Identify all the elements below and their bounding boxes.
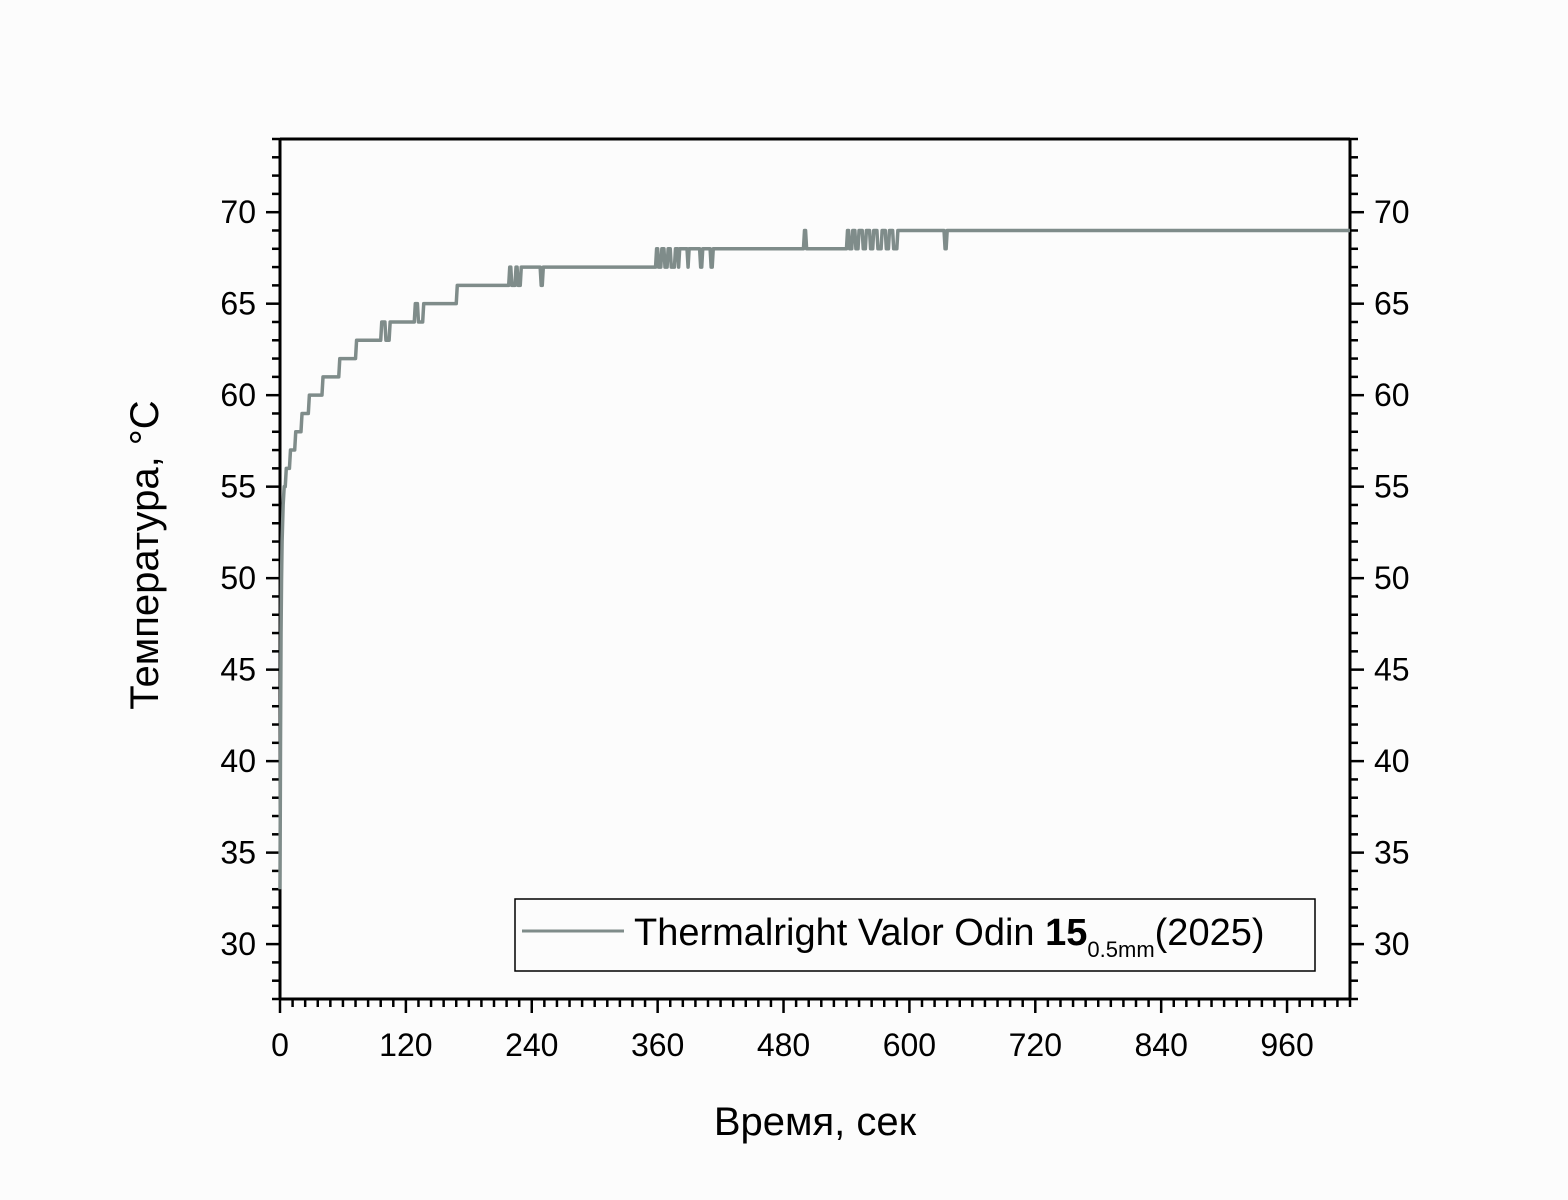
x-tick-label: 480 <box>757 1027 810 1063</box>
y-right-tick-label: 55 <box>1374 469 1410 505</box>
legend: Thermalright Valor Odin 150.5mm(2025) <box>514 898 1316 972</box>
y-axis-title: Температура, °C <box>123 400 167 709</box>
y-right-tick-label: 65 <box>1374 286 1410 322</box>
plot-frame <box>278 137 1352 1001</box>
x-tick-label: 0 <box>271 1027 289 1063</box>
x-tick-label: 840 <box>1134 1027 1187 1063</box>
y-left-tick-label: 40 <box>220 743 256 779</box>
x-axis-title: Время, сек <box>714 1100 917 1144</box>
axis-ticks <box>266 137 1364 1013</box>
y-left-tick-label: 55 <box>220 469 256 505</box>
legend-box <box>514 898 1316 972</box>
x-tick-label: 960 <box>1260 1027 1313 1063</box>
y-left-tick-label: 45 <box>220 652 256 688</box>
x-tick-label: 600 <box>883 1027 936 1063</box>
y-right-tick-label: 45 <box>1374 652 1410 688</box>
legend-label: Thermalright Valor Odin 150.5mm(2025) <box>634 912 1265 962</box>
y-right-tick-label: 30 <box>1374 926 1410 962</box>
legend-label-suffix: (2025) <box>1155 912 1265 954</box>
y-left-tick-label: 70 <box>220 194 256 230</box>
x-tick-label: 360 <box>631 1027 684 1063</box>
y-left-tick-label: 30 <box>220 926 256 962</box>
y-left-tick-label: 35 <box>220 835 256 871</box>
y-left-tick-label: 60 <box>220 377 256 413</box>
x-tick-label: 120 <box>379 1027 432 1063</box>
x-tick-label: 720 <box>1009 1027 1062 1063</box>
legend-label-subscript: 0.5mm <box>1087 937 1154 962</box>
y-left-tick-label: 65 <box>220 286 256 322</box>
legend-label-bold: 15 <box>1045 912 1087 954</box>
series-layer <box>278 228 1350 890</box>
y-right-tick-label: 35 <box>1374 835 1410 871</box>
legend-label-main: Thermalright Valor Odin <box>634 912 1045 954</box>
y-right-tick-label: 50 <box>1374 560 1410 596</box>
y-right-tick-label: 60 <box>1374 377 1410 413</box>
y-left-tick-label: 50 <box>220 560 256 596</box>
x-tick-label: 240 <box>505 1027 558 1063</box>
y-right-tick-label: 40 <box>1374 743 1410 779</box>
y-right-tick-label: 70 <box>1374 194 1410 230</box>
tick-labels: 0 120 240 360 480 600 720 840 960 30 30 35 35 40 40 45 4… <box>220 194 1409 1063</box>
series-line <box>278 228 1350 890</box>
